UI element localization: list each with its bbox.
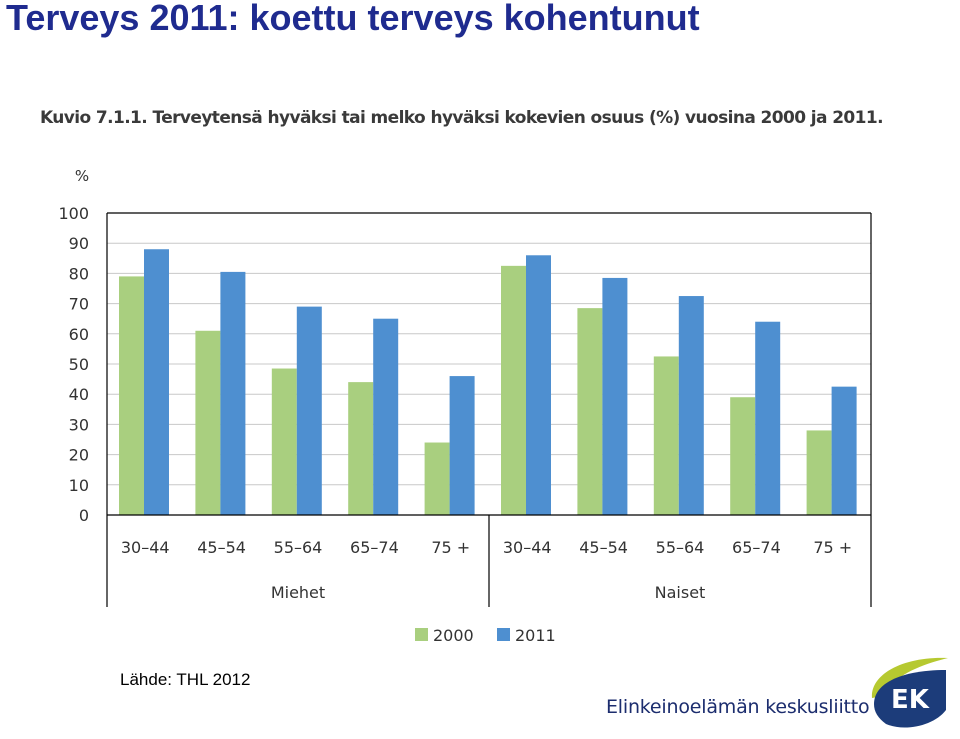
x-tick-label: 30–44 <box>503 538 552 557</box>
bar-2000 <box>271 368 297 515</box>
legend-label: 2011 <box>515 626 556 645</box>
bar-2011 <box>373 318 399 515</box>
legend-swatch <box>415 628 428 641</box>
x-tick-label: 65–74 <box>350 538 399 557</box>
bar-2000 <box>501 265 526 515</box>
source-note: Lähde: THL 2012 <box>120 670 251 689</box>
x-tick-label: 55–64 <box>274 538 323 557</box>
y-tick-label: 80 <box>69 264 89 283</box>
x-tick-label: 75 + <box>431 538 470 557</box>
bar-2011 <box>220 271 246 515</box>
y-tick-label: 60 <box>69 325 89 344</box>
bar-2000 <box>577 308 603 515</box>
bar-2000 <box>195 330 221 515</box>
y-tick-label: 0 <box>79 506 89 525</box>
organization-name: Elinkeinoelämän keskusliitto <box>606 696 870 718</box>
bar-2011 <box>755 321 781 515</box>
x-tick-label: 30–44 <box>121 538 170 557</box>
y-tick-label: 40 <box>69 385 89 404</box>
y-tick-label: 70 <box>69 295 89 314</box>
x-tick-label: 65–74 <box>732 538 781 557</box>
bar-chart: 0 10 20 30 40 50 60 70 80 90 100% 30–44 45–54 55–64 65… <box>58 167 872 645</box>
bar-2011 <box>144 249 169 516</box>
x-tick-label: 45–54 <box>197 538 246 557</box>
legend-label: 2000 <box>433 626 474 645</box>
y-tick-label: 90 <box>69 234 89 253</box>
ek-logo: EK <box>871 657 948 728</box>
legend-swatch <box>497 628 510 641</box>
bar-2011 <box>678 296 704 515</box>
y-tick-label: 100 <box>58 204 89 223</box>
bar-2000 <box>806 430 832 515</box>
chart-title: Kuvio 7.1.1. Terveytensä hyväksi tai mel… <box>40 108 884 128</box>
bar-2000 <box>348 382 374 515</box>
y-axis-label: % <box>75 167 89 185</box>
group-label: Miehet <box>271 583 325 602</box>
bar-2011 <box>831 386 857 515</box>
y-tick-label: 30 <box>69 415 89 434</box>
y-tick-label: 20 <box>69 446 89 465</box>
bar-2000 <box>653 356 679 515</box>
bar-2011 <box>296 306 322 515</box>
y-tick-label: 50 <box>69 355 89 374</box>
bar-2011 <box>449 376 475 515</box>
x-tick-label: 75 + <box>813 538 852 557</box>
group-label: Naiset <box>655 583 706 602</box>
bar-2000 <box>730 397 756 515</box>
bar-2011 <box>602 277 628 515</box>
y-tick-label: 10 <box>69 476 89 495</box>
bar-2011 <box>526 255 551 515</box>
bar-2000 <box>424 442 450 515</box>
bar-2000 <box>119 276 144 515</box>
logo-text: EK <box>891 685 930 715</box>
x-tick-label: 45–54 <box>579 538 628 557</box>
x-tick-label: 55–64 <box>656 538 705 557</box>
slide-title: Terveys 2011: koettu terveys kohentunut <box>6 0 700 38</box>
